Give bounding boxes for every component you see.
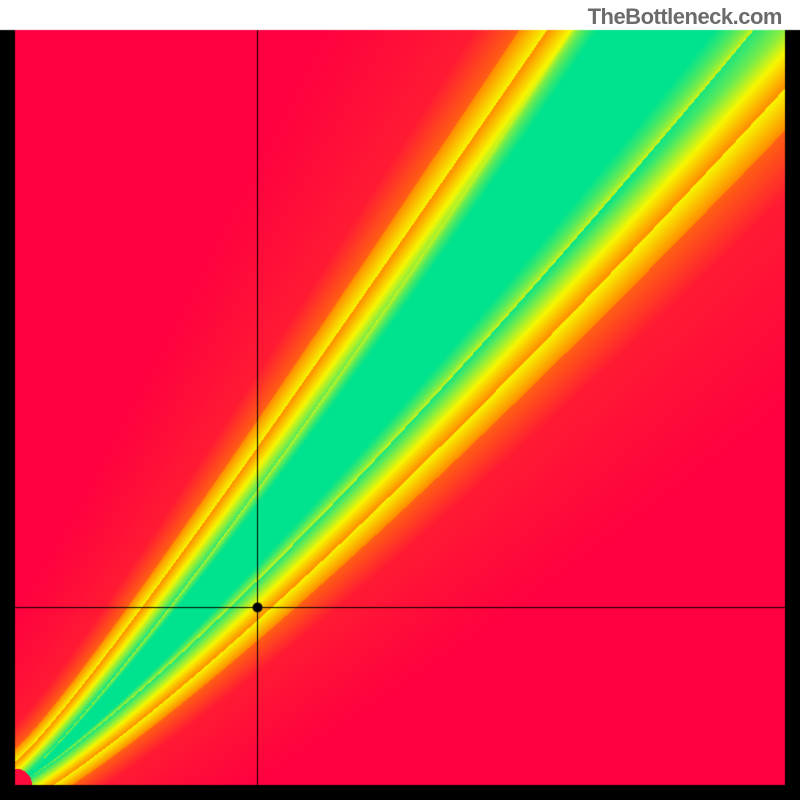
chart-container: TheBottleneck.com: [0, 0, 800, 800]
watermark-text: TheBottleneck.com: [588, 4, 782, 30]
heatmap-canvas: [0, 0, 800, 800]
